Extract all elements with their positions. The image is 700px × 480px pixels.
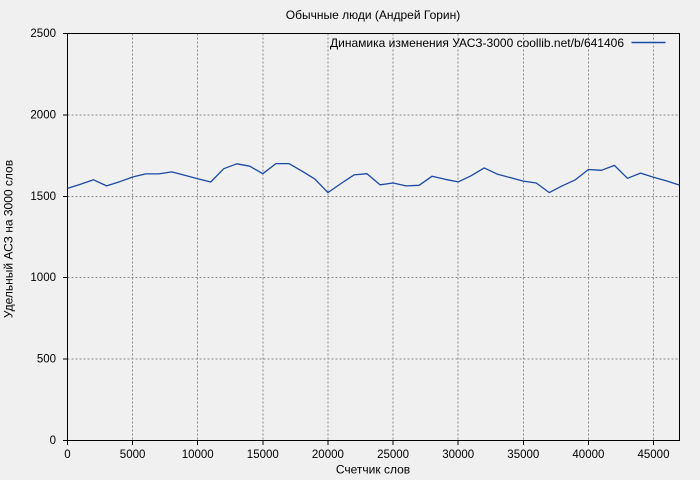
svg-text:40000: 40000 [572,449,604,461]
svg-text:2000: 2000 [30,110,56,122]
svg-text:1500: 1500 [30,191,56,203]
svg-text:Обычные люди (Андрей Горин): Обычные люди (Андрей Горин) [286,8,461,22]
svg-text:45000: 45000 [638,449,670,461]
svg-text:0: 0 [64,449,70,461]
svg-text:Удельный АСЗ на 3000 слов: Удельный АСЗ на 3000 слов [2,160,16,318]
svg-text:20000: 20000 [312,449,344,461]
svg-text:30000: 30000 [442,449,474,461]
svg-text:35000: 35000 [507,449,539,461]
svg-text:1000: 1000 [30,272,56,284]
svg-text:25000: 25000 [377,449,409,461]
svg-text:Динамика изменения УАСЗ-3000 c: Динамика изменения УАСЗ-3000 coollib.net… [330,36,624,50]
svg-text:500: 500 [37,354,56,366]
svg-text:5000: 5000 [120,449,146,461]
svg-text:15000: 15000 [247,449,279,461]
svg-text:10000: 10000 [182,449,214,461]
svg-text:0: 0 [50,435,56,447]
svg-text:2500: 2500 [30,28,56,40]
svg-text:Счетчик слов: Счетчик слов [336,463,410,477]
